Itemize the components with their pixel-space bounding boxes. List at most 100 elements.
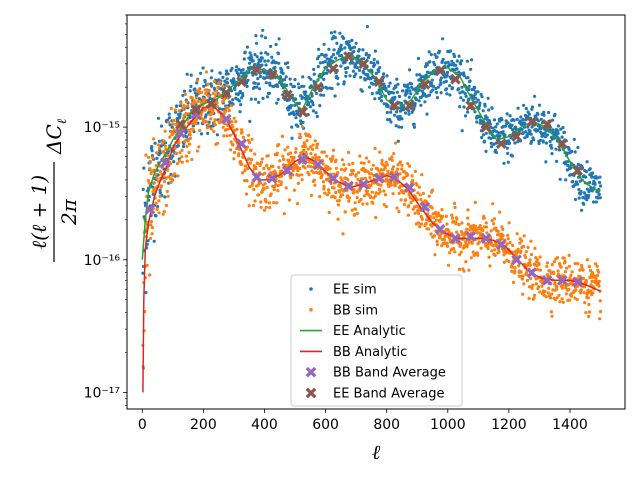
bb-sim-point: [418, 193, 422, 197]
bb-sim-point: [312, 171, 316, 175]
bb-sim-point: [155, 176, 159, 180]
x-tick-label: 1400: [552, 417, 588, 433]
ee-sim-point: [185, 135, 189, 139]
ee-sim-point: [181, 145, 186, 149]
bb-sim-point: [229, 140, 233, 144]
bb-sim-point: [286, 145, 290, 149]
ee-sim-point: [490, 106, 494, 110]
ee-sim-point: [253, 53, 257, 57]
bb-sim-point: [185, 159, 189, 163]
ee-band-average-marker: [205, 98, 217, 110]
plot-frame: [126, 14, 626, 410]
bb-sim-point: [445, 241, 449, 245]
ee-sim-point: [191, 124, 195, 128]
legend-label: EE Analytic: [333, 324, 406, 339]
bb-sim-point: [416, 191, 420, 195]
ee-sim-point: [225, 77, 229, 81]
bb-sim-point: [353, 207, 358, 211]
ee-sim-point: [265, 75, 269, 80]
ee-sim-point: [275, 101, 279, 105]
ee-sim-point: [302, 84, 306, 88]
bb-sim-point: [537, 262, 541, 266]
bb-sim-point: [317, 155, 321, 159]
bb-sim-point: [506, 237, 510, 241]
bb-sim-point: [298, 166, 302, 171]
bb-sim-point: [218, 80, 222, 84]
ee-sim-point: [536, 128, 540, 132]
bb-sim-point: [411, 178, 415, 182]
bb-sim-point: [497, 250, 501, 254]
ee-band-average-marker: [312, 81, 324, 93]
bb-sim-point: [229, 148, 233, 152]
bb-sim-point: [278, 159, 282, 163]
bb-sim-point: [315, 146, 319, 150]
bb-sim-point: [460, 232, 464, 236]
bb-sim-point: [347, 199, 351, 203]
bb-sim-point: [597, 270, 601, 274]
ee-sim-point: [397, 94, 402, 99]
bb-sim-point: [445, 222, 449, 226]
bb-sim-point: [420, 217, 424, 221]
ee-sim-point: [335, 41, 339, 45]
x-tick-label: 400: [251, 417, 278, 433]
bb-sim-point: [297, 173, 301, 177]
ee-sim-point: [354, 41, 358, 45]
bb-sim-point: [463, 233, 467, 237]
bb-sim-point: [194, 96, 198, 100]
bb-sim-point: [488, 264, 492, 268]
bb-sim-point: [262, 166, 266, 170]
ee-sim-point: [332, 48, 336, 52]
ee-sim-point: [276, 52, 281, 56]
bb-sim-point: [440, 208, 444, 212]
bb-sim-point: [558, 262, 562, 266]
ee-sim-point: [270, 55, 274, 59]
bb-sim-point: [318, 195, 322, 199]
bb-sim-point: [193, 101, 197, 105]
bb-sim-point: [312, 178, 316, 182]
bb-sim-point: [188, 142, 192, 146]
bb-sim-point: [464, 260, 468, 264]
bb-sim-point: [538, 255, 542, 259]
bb-sim-point: [152, 137, 156, 141]
ee-sim-point: [501, 130, 505, 134]
bb-sim-point: [184, 154, 188, 158]
bb-sim-point: [148, 167, 152, 171]
ee-sim-point: [330, 55, 334, 59]
bb-sim-point: [177, 109, 181, 113]
bb-sim-point: [598, 317, 602, 321]
bb-sim-point: [538, 268, 543, 272]
bb-sim-point: [347, 162, 351, 167]
bb-sim-point: [346, 150, 351, 154]
bb-sim-point: [166, 194, 170, 198]
ee-band-average-marker: [358, 58, 370, 70]
bb-band-average-marker: [266, 173, 278, 184]
ee-band-average-marker: [541, 118, 553, 130]
bb-sim-point: [302, 148, 306, 152]
ee-sim-point: [558, 177, 562, 181]
legend-item: EE Band Average: [305, 387, 444, 402]
bb-sim-point: [568, 298, 572, 302]
bb-sim-point: [262, 208, 267, 212]
bb-sim-point: [368, 195, 373, 199]
bb-sim-point: [388, 157, 392, 161]
ee-sim-point: [576, 145, 580, 150]
ee-sim-point: [167, 112, 171, 116]
bb-sim-point: [325, 154, 329, 158]
bb-sim-point: [164, 176, 168, 180]
bb-sim-point: [179, 101, 183, 105]
bb-sim-point: [534, 282, 539, 286]
bb-sim-point: [196, 149, 200, 153]
bb-sim-point: [386, 169, 390, 173]
bb-sim-point: [435, 243, 439, 247]
ee-sim-point: [290, 125, 294, 129]
ee-sim-point: [538, 138, 543, 142]
ee-sim-point: [373, 49, 377, 53]
ee-band-average-marker: [404, 100, 415, 112]
ee-sim-point: [189, 84, 193, 88]
ee-sim-point: [489, 145, 494, 149]
bb-sim-point: [515, 232, 519, 236]
bb-band-average-marker: [404, 182, 415, 193]
ee-sim-point: [441, 57, 445, 61]
bb-sim-point: [528, 263, 532, 267]
bb-sim-point: [216, 141, 220, 145]
